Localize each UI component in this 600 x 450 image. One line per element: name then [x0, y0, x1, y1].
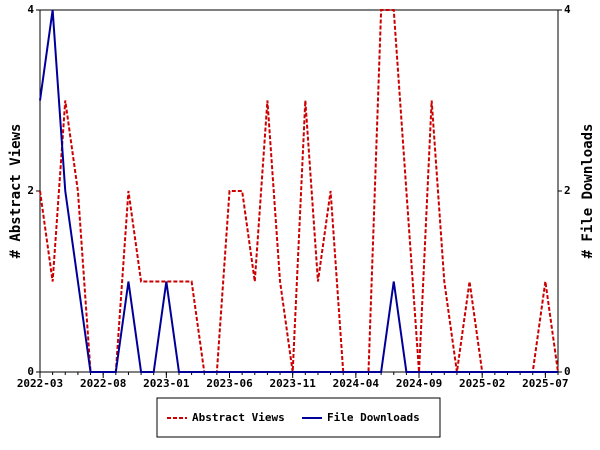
- y2-tick-label: 0: [564, 365, 571, 378]
- x-tick-label: 2024-04: [333, 377, 380, 390]
- x-tick-label: 2024-09: [396, 377, 442, 390]
- series-line: [39, 9, 559, 373]
- plot-area: [39, 9, 559, 373]
- x-tick-label: 2025-07: [522, 377, 568, 390]
- x-tick-label: 2022-08: [80, 377, 126, 390]
- y2-axis-label: # File Downloads: [580, 124, 596, 259]
- x-tick-label: 2023-01: [143, 377, 190, 390]
- series-line: [39, 9, 558, 373]
- legend-label: File Downloads: [327, 411, 420, 424]
- x-tick-label: 2023-11: [270, 377, 317, 390]
- y2-tick-label: 2: [564, 184, 571, 197]
- legend-label: Abstract Views: [192, 411, 285, 424]
- x-tick-label: 2022-03: [17, 377, 63, 390]
- y2-tick-label: 4: [564, 3, 571, 16]
- x-tick-label: 2023-06: [206, 377, 253, 390]
- y-tick-label: 0: [27, 365, 34, 378]
- x-tick-label: 2025-02: [459, 377, 505, 390]
- y-tick-label: 2: [27, 184, 34, 197]
- y-tick-label: 4: [27, 3, 34, 16]
- legend-box: [156, 397, 441, 438]
- y-axis-label: # Abstract Views: [8, 124, 24, 259]
